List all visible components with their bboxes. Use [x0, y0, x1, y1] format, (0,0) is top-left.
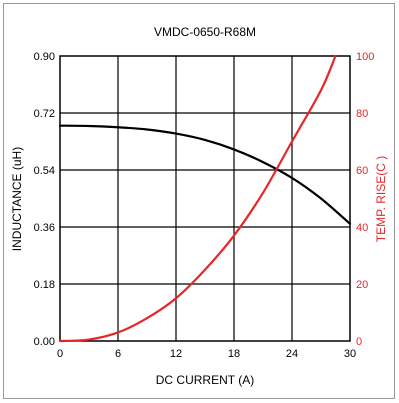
y-right-tick-label: 20 — [356, 279, 368, 291]
x-tick-label: 30 — [344, 348, 356, 360]
x-tick-label: 6 — [115, 348, 121, 360]
temp-rise-line — [58, 54, 337, 343]
y-left-tick-label: 0.00 — [34, 336, 55, 348]
y-right-axis-ticks: 0 20 40 60 80 100 — [356, 51, 374, 348]
series-lines — [58, 54, 352, 343]
y-right-tick-label: 80 — [356, 108, 368, 120]
y-left-tick-label: 0.54 — [34, 165, 55, 177]
x-axis-label: DC CURRENT (A) — [156, 373, 254, 387]
x-tick-label: 12 — [170, 348, 182, 360]
y-left-axis-label: INDUCTANCE (uH) — [10, 147, 24, 251]
y-left-tick-label: 0.90 — [34, 51, 55, 63]
y-right-tick-label: 60 — [356, 165, 368, 177]
grid-lines — [60, 56, 350, 341]
x-tick-label: 0 — [57, 348, 63, 360]
chart-title: VMDC-0650-R68M — [154, 25, 256, 39]
plot-area — [59, 55, 351, 342]
x-tick-label: 18 — [228, 348, 240, 360]
y-left-tick-label: 0.18 — [34, 279, 55, 291]
x-axis-ticks: 0 6 12 18 24 30 — [57, 348, 356, 360]
y-right-tick-label: 0 — [356, 336, 362, 348]
inductance-line — [58, 124, 352, 225]
y-right-axis-label: TEMP. RISE(C ) — [374, 156, 388, 242]
y-right-tick-label: 100 — [356, 51, 374, 63]
y-left-tick-label: 0.36 — [34, 222, 55, 234]
y-left-axis-ticks: 0.00 0.18 0.36 0.54 0.72 0.90 — [34, 51, 55, 348]
y-left-tick-label: 0.72 — [34, 108, 55, 120]
y-right-tick-label: 40 — [356, 222, 368, 234]
x-tick-label: 24 — [286, 348, 298, 360]
